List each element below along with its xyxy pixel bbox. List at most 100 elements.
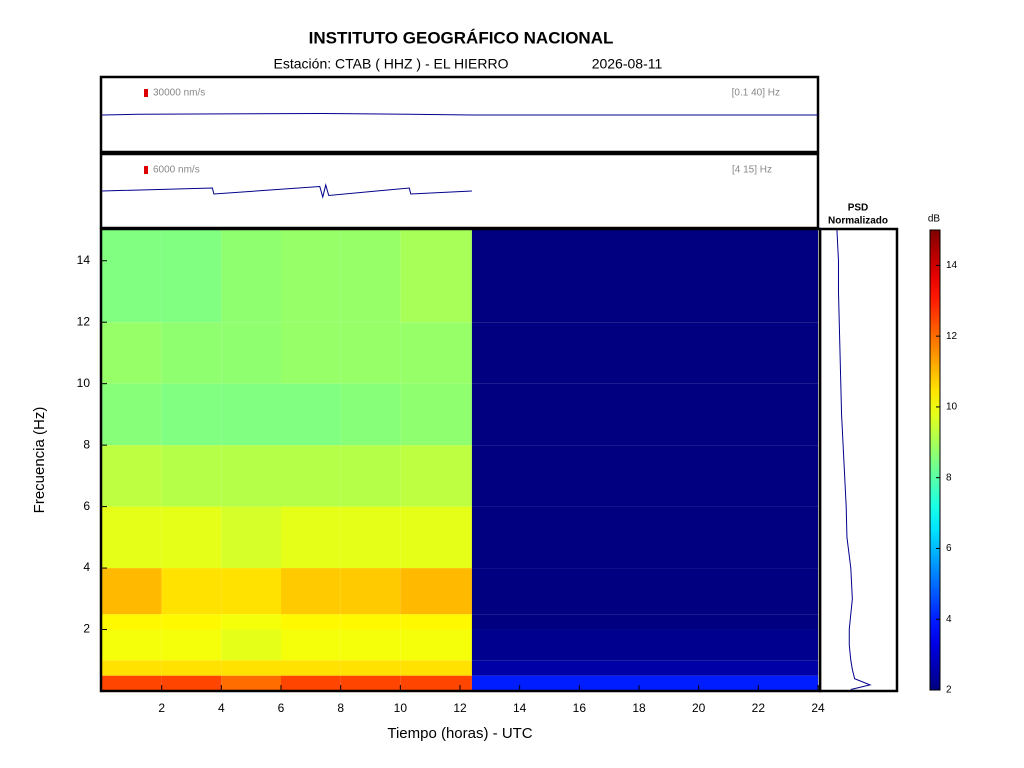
heatmap-cell — [102, 660, 162, 676]
heatmap-cell — [161, 230, 222, 323]
heatmap-cell — [400, 629, 472, 661]
heatmap-cell — [161, 383, 222, 446]
heatmap-cell — [221, 383, 281, 446]
psd-title: PSD — [848, 203, 869, 214]
y-tick-label: 10 — [77, 376, 91, 390]
trace-frame — [99, 152, 820, 230]
date: 2026-08-11 — [592, 56, 663, 72]
heatmap-cell — [161, 614, 222, 630]
x-tick-label: 12 — [453, 701, 467, 715]
heatmap-cell — [400, 230, 472, 323]
x-axis-label: Tiempo (horas) - UTC — [387, 725, 532, 742]
heatmap-cell — [471, 675, 818, 691]
heatmap-cell — [281, 568, 341, 615]
heatmap-cell — [102, 629, 162, 661]
heatmap-cell — [471, 568, 818, 615]
heatmap-cell — [340, 614, 401, 630]
heatmap-cell — [400, 660, 472, 676]
heatmap-cell — [102, 445, 162, 507]
colorbar-tick-label: 12 — [946, 331, 958, 342]
colorbar-tick-label: 2 — [946, 685, 952, 696]
heatmap-cell — [161, 322, 222, 384]
heatmap-cell — [400, 568, 472, 615]
heatmap-cell — [221, 660, 281, 676]
heatmap-cell — [161, 506, 222, 569]
trace-scale: 6000 nm/s — [153, 165, 200, 176]
heatmap-cell — [102, 322, 162, 384]
y-tick-label: 4 — [83, 560, 90, 574]
subtitle: Estación: CTAB ( HHZ ) - EL HIERRO — [274, 56, 509, 72]
heatmap-cell — [471, 614, 818, 630]
heatmap-cell — [281, 629, 341, 661]
heatmap-cell — [161, 445, 222, 507]
title: INSTITUTO GEOGRÁFICO NACIONAL — [309, 28, 614, 47]
seismic-trace — [101, 112, 818, 116]
heatmap-cell — [400, 445, 472, 507]
heatmap-cell — [400, 322, 472, 384]
y-tick-label: 6 — [83, 499, 90, 513]
x-tick-label: 14 — [513, 701, 527, 715]
x-tick-label: 8 — [337, 701, 344, 715]
heatmap-cell — [221, 629, 281, 661]
psd-line — [836, 229, 872, 690]
heatmap-cell — [161, 660, 222, 676]
heatmap-cell — [102, 675, 162, 691]
heatmap-cell — [221, 614, 281, 630]
heatmap-cell — [340, 660, 401, 676]
colorbar — [929, 229, 941, 691]
heatmap-cell — [221, 506, 281, 569]
trace-band: [4 15] Hz — [732, 165, 772, 176]
colorbar-tick-label: 4 — [946, 614, 952, 625]
trace-band: [0.1 40] Hz — [732, 88, 780, 99]
heatmap-cell — [161, 568, 222, 615]
colorbar-tick-label: 14 — [946, 260, 958, 271]
seismic-trace — [101, 183, 472, 199]
heatmap-cell — [221, 230, 281, 323]
heatmap-cell — [471, 445, 818, 507]
heatmap-cell — [400, 506, 472, 569]
heatmap-cell — [340, 568, 401, 615]
heatmap-cell — [471, 506, 818, 569]
x-tick-label: 6 — [278, 701, 285, 715]
y-tick-label: 12 — [77, 314, 91, 328]
heatmap-cell — [221, 322, 281, 384]
heatmap-cell — [281, 230, 341, 323]
heatmap-cell — [471, 660, 818, 676]
heatmap-cell — [102, 383, 162, 446]
colorbar-label: dB — [928, 214, 941, 225]
heatmap-cell — [400, 383, 472, 446]
y-tick-label: 2 — [83, 622, 90, 636]
heatmap-cell — [340, 322, 401, 384]
heatmap-cell — [471, 230, 818, 323]
psd-frame — [818, 227, 899, 693]
heatmap-cell — [102, 506, 162, 569]
heatmap-cell — [471, 383, 818, 446]
psd-subtitle: Normalizado — [828, 216, 888, 227]
heatmap-cell — [281, 675, 341, 691]
heatmap-cell — [471, 629, 818, 661]
heatmap-cell — [281, 506, 341, 569]
y-axis-label: Frecuencia (Hz) — [31, 407, 48, 514]
heatmap-cell — [400, 614, 472, 630]
scale-marker — [144, 166, 148, 174]
heatmap-cell — [221, 568, 281, 615]
heatmap-cell — [340, 445, 401, 507]
heatmap-cell — [221, 675, 281, 691]
x-tick-label: 22 — [752, 701, 766, 715]
heatmap-cell — [281, 614, 341, 630]
heatmap-cell — [102, 614, 162, 630]
heatmap-cell — [340, 675, 401, 691]
x-tick-label: 4 — [218, 701, 225, 715]
trace-scale: 30000 nm/s — [153, 88, 205, 99]
x-tick-label: 10 — [394, 701, 408, 715]
heatmap-cell — [281, 322, 341, 384]
colorbar-tick-label: 6 — [946, 543, 952, 554]
heatmap-cell — [340, 383, 401, 446]
colorbar-tick-label: 10 — [946, 402, 958, 413]
heatmap-cell — [471, 322, 818, 384]
heatmap-cell — [221, 445, 281, 507]
heatmap-cell — [340, 629, 401, 661]
heatmap-cell — [102, 568, 162, 615]
